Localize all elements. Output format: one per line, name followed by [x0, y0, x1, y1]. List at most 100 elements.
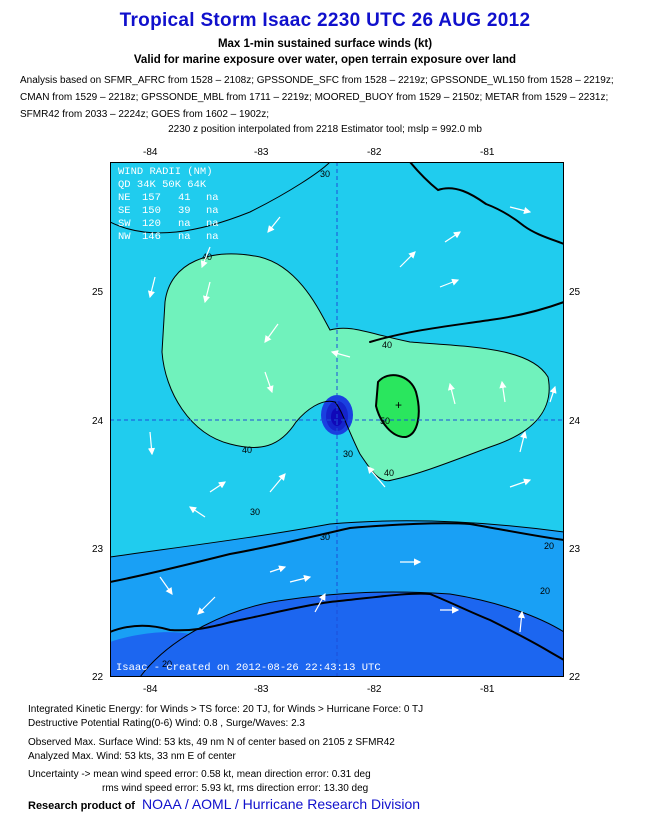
- wind-vector: [499, 380, 507, 403]
- radii-50kt: na: [178, 231, 191, 243]
- wind-vector: [517, 610, 525, 633]
- center-crosshair: [110, 162, 564, 677]
- contour-label: 20: [544, 541, 554, 551]
- observed-max-wind: Observed Max. Surface Wind: 53 kts, 49 n…: [28, 737, 395, 748]
- page-title: Tropical Storm Isaac 2230 UTC 26 AUG 201…: [119, 10, 531, 31]
- analysis-sources: Analysis based on SFMR_AFRC from 1528 – …: [20, 72, 640, 123]
- wind-vector: [549, 385, 557, 403]
- wind-vector: [147, 431, 156, 456]
- radii-64kt: na: [206, 192, 219, 204]
- lon-tick-top: -81: [480, 147, 495, 158]
- wind-radii-table: WIND RADII (NM) QD 34K 50K 64K NE 157 41…: [118, 166, 219, 243]
- wind-vector: [264, 371, 274, 394]
- contour-label: 20: [162, 659, 172, 669]
- analysis-line: CMAN from 1529 – 2218z; GPSSONDE_MBL fro…: [20, 92, 609, 103]
- contour-50: [374, 374, 420, 439]
- radii-quadrant: NW: [118, 231, 131, 243]
- wind-vector: [509, 206, 532, 215]
- wind-vector: [444, 231, 461, 243]
- lon-tick-bottom: -84: [143, 684, 158, 695]
- lon-tick-top: -82: [367, 147, 382, 158]
- band-50-up: [376, 375, 419, 438]
- wind-vector: [189, 506, 206, 518]
- wind-radii-header: QD 34K 50K 64K: [118, 179, 207, 191]
- radii-64kt: na: [206, 218, 219, 230]
- wind-vector: [289, 574, 312, 583]
- contour-lines: [110, 162, 564, 677]
- radii-quadrant: SW: [118, 218, 131, 230]
- wind-field-map: + 30 40 40 40 50 40 30 30 20 30 20 20 WI…: [110, 162, 564, 677]
- radii-34kt: 120: [142, 218, 161, 230]
- wind-vectors: [147, 206, 557, 633]
- wind-radii-row: SW 120 na na: [118, 218, 219, 230]
- radii-64kt: na: [206, 205, 219, 217]
- contour-label: 50: [380, 416, 390, 426]
- coastline: [110, 162, 564, 661]
- ike-note: Integrated Kinetic Energy: for Winds > T…: [28, 704, 424, 715]
- band-10-20-west: [110, 632, 190, 677]
- lon-tick-top: -84: [143, 147, 158, 158]
- research-credit: Research product of NOAA / AOML / Hurric…: [28, 796, 420, 812]
- wind-vector: [399, 251, 416, 268]
- radii-34kt: 157: [142, 192, 161, 204]
- contour-label: 20: [540, 586, 550, 596]
- lon-tick-top: -83: [254, 147, 269, 158]
- research-label: Research product of: [28, 800, 135, 812]
- radii-50kt: 41: [178, 192, 191, 204]
- lat-tick-left: 23: [92, 544, 104, 555]
- map-frame: [110, 162, 564, 677]
- contour-label: 30: [320, 532, 330, 542]
- contour-label: 40: [202, 252, 212, 262]
- wind-vector: [209, 481, 226, 493]
- wind-radii-title: WIND RADII (NM): [118, 166, 213, 178]
- uncertainty-line-1: Uncertainty -> mean wind speed error: 0.…: [28, 769, 371, 780]
- analysis-line: SFMR42 from 2033 – 2224z; GOES from 1602…: [20, 109, 270, 120]
- radii-64kt: na: [206, 231, 219, 243]
- uncertainty-line-2: rms wind speed error: 5.93 kt, rms direc…: [102, 783, 369, 794]
- analysis-line: Analysis based on SFMR_AFRC from 1528 – …: [20, 75, 614, 86]
- radii-quadrant: NE: [118, 192, 131, 204]
- subtitle-2: Valid for marine exposure over water, op…: [133, 54, 517, 66]
- lat-tick-left: 25: [92, 287, 104, 298]
- wind-vector: [269, 565, 287, 573]
- wind-vector: [269, 473, 286, 493]
- wind-vector: [509, 478, 532, 488]
- wind-vector: [314, 592, 326, 613]
- wind-vector: [330, 350, 351, 358]
- contour-label: 30: [250, 507, 260, 517]
- contour-label: 30: [320, 169, 330, 179]
- contour-label: 40: [242, 445, 252, 455]
- radii-34kt: 150: [142, 205, 161, 217]
- wind-vector: [264, 323, 279, 343]
- wind-vector: [202, 281, 211, 304]
- wind-vector: [519, 430, 528, 453]
- dpr-note: Destructive Potential Rating(0-6) Wind: …: [28, 718, 305, 729]
- contour-label: 30: [343, 449, 353, 459]
- contour-label: 40: [384, 468, 394, 478]
- analyzed-max-wind: Analyzed Max. Wind: 53 kts, 33 nm E of c…: [28, 751, 236, 762]
- lat-tick-right: 24: [569, 416, 581, 427]
- radii-50kt: na: [178, 218, 191, 230]
- lon-tick-bottom: -81: [480, 684, 495, 695]
- lon-tick-bottom: -82: [367, 684, 382, 695]
- radii-50kt: 39: [178, 205, 191, 217]
- wind-vector: [159, 576, 173, 595]
- lat-tick-right: 23: [569, 544, 581, 555]
- subtitle-1: Max 1-min sustained surface winds (kt): [217, 38, 433, 50]
- band-40-50: [162, 254, 550, 481]
- wind-vector: [267, 216, 281, 233]
- lat-tick-right: 25: [569, 287, 581, 298]
- org-name: NOAA / AOML / Hurricane Research Divisio…: [142, 796, 421, 812]
- contour-label-group: 30 40 40 40 50 40 30 30 20 30 20 20: [162, 169, 554, 669]
- lat-tick-right: 22: [569, 672, 581, 683]
- lat-tick-left: 22: [92, 672, 104, 683]
- radii-quadrant: SE: [118, 205, 131, 217]
- wind-radii-row: NW 146 na na: [118, 231, 219, 243]
- contour-label: 40: [382, 340, 392, 350]
- max-wind-marker: +: [395, 398, 402, 412]
- wind-vector: [197, 596, 216, 615]
- wind-vector: [200, 246, 211, 269]
- position-note: 2230 z position interpolated from 2218 E…: [168, 124, 482, 135]
- wind-vector: [367, 466, 386, 488]
- wind-vector: [447, 382, 456, 405]
